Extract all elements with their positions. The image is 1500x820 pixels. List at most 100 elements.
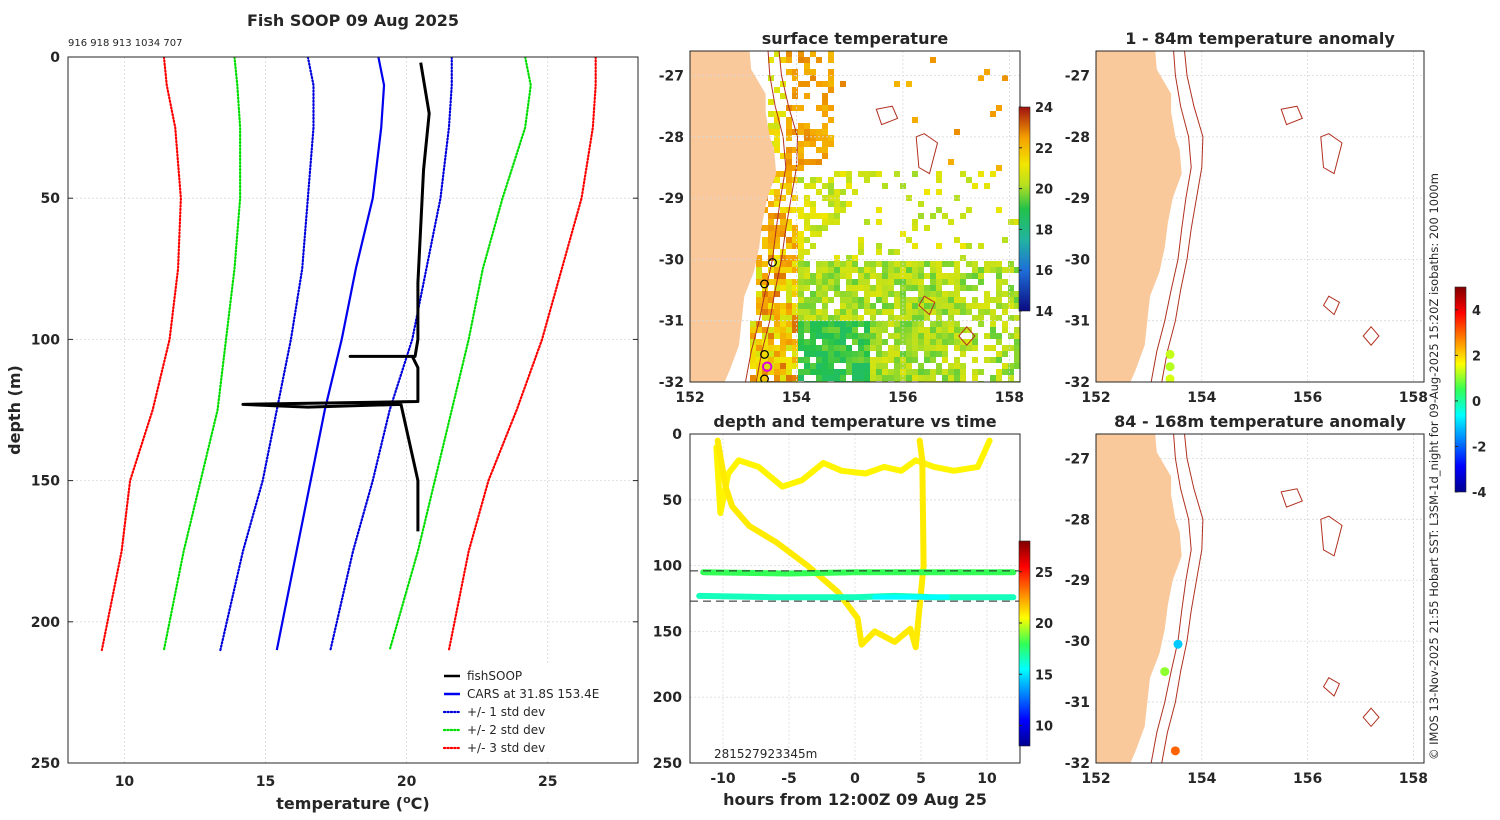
sst-cell [978, 321, 984, 327]
sst-cell [954, 309, 960, 315]
sst-cell [798, 141, 804, 147]
y-tick-label: 200 [31, 615, 60, 631]
sst-cell [834, 339, 840, 345]
sst-cell [858, 345, 864, 351]
sst-cell [804, 273, 810, 279]
seamount-contour [915, 133, 939, 175]
sst-cell [834, 333, 840, 339]
sst-cell [798, 375, 804, 381]
sst-cell [804, 183, 810, 189]
sst-cell [846, 309, 852, 315]
sst-cell [912, 261, 918, 267]
sst-cell [888, 309, 894, 315]
sst-cell [870, 261, 876, 267]
sst-cell [762, 279, 768, 285]
sst-cell [966, 177, 972, 183]
sst-cell [996, 165, 1002, 171]
series-line [275, 57, 386, 651]
depth-track [696, 592, 1017, 601]
sst-cell [774, 141, 780, 147]
sst-cell [846, 327, 852, 333]
sst-cell [768, 237, 774, 243]
x-tick-label: 20 [397, 774, 417, 790]
sst-cell [924, 327, 930, 333]
depth-time-panel: depth and temperature vs time -10 -5 0 5 100… [653, 412, 1053, 809]
sst-cell [798, 123, 804, 129]
seamounts [1280, 105, 1380, 346]
sst-cell [876, 369, 882, 375]
sst-cell [792, 303, 798, 309]
sst-cell [936, 177, 942, 183]
sst-cell [906, 273, 912, 279]
sst-cell [876, 273, 882, 279]
sst-cell [1008, 345, 1014, 351]
sst-cell [990, 327, 996, 333]
sst-cell [774, 123, 780, 129]
sst-cell [804, 81, 810, 87]
y-tick-label: -32 [659, 375, 684, 391]
sst-cell [948, 291, 954, 297]
sst-cell [846, 267, 852, 273]
sst-cell [918, 369, 924, 375]
sst-cell [792, 351, 798, 357]
sst-cell [768, 339, 774, 345]
sst-cell [810, 51, 816, 57]
sst-cell [792, 177, 798, 183]
sst-cell [780, 255, 786, 261]
sst-cell [846, 183, 852, 189]
sst-cell [840, 333, 846, 339]
sst-cell [858, 249, 864, 255]
sst-cell [828, 267, 834, 273]
sst-colorbar [1018, 106, 1031, 312]
sst-cell [828, 189, 834, 195]
sst-cell [894, 267, 900, 273]
sst-cell [798, 273, 804, 279]
sst-cell [942, 351, 948, 357]
sst-cell [804, 219, 810, 225]
isobath-1000m [1161, 434, 1204, 763]
sst-cell [768, 201, 774, 207]
sst-cell [804, 279, 810, 285]
sst-cell [846, 279, 852, 285]
sst-cell [864, 285, 870, 291]
colorbar-tick-label: 15 [1035, 668, 1053, 683]
sst-cell [1008, 333, 1014, 339]
sst-cell [822, 105, 828, 111]
sst-cell [840, 327, 846, 333]
sst-cell [780, 153, 786, 159]
sst-cell [762, 357, 768, 363]
sst-cell [834, 261, 840, 267]
sst-cell [798, 147, 804, 153]
sst-cell [876, 207, 882, 213]
sst-cell [804, 351, 810, 357]
series-line [100, 57, 182, 652]
sst-cell [780, 327, 786, 333]
sst-cell [870, 375, 876, 381]
sst-cell [1008, 261, 1014, 267]
sst-cell [882, 261, 888, 267]
sst-cell [936, 189, 942, 195]
sst-cell [798, 165, 804, 171]
sst-cell [780, 273, 786, 279]
sst-cell [828, 285, 834, 291]
sst-cell [1002, 237, 1008, 243]
sst-cell [786, 183, 792, 189]
sst-cell [756, 375, 762, 381]
sst-cell [804, 159, 810, 165]
sst-cell [936, 321, 942, 327]
y-tick-label: -31 [1065, 695, 1090, 711]
sst-cell [804, 345, 810, 351]
sst-panel: surface temperature 152 154 156 158 -27 -28 -2… [659, 29, 1053, 406]
y-tick-label: -27 [659, 69, 684, 85]
sst-cell [990, 333, 996, 339]
depth-time-tracks [696, 437, 1017, 651]
sst-cell [978, 369, 984, 375]
sst-cell [924, 189, 930, 195]
station-marker [768, 258, 777, 267]
y-tick-label: -27 [1065, 451, 1090, 467]
sst-cell [780, 267, 786, 273]
sst-cell [912, 357, 918, 363]
sst-cell [834, 309, 840, 315]
sst-cell [792, 255, 798, 261]
anomaly-shallow-axes-box [1095, 50, 1425, 383]
